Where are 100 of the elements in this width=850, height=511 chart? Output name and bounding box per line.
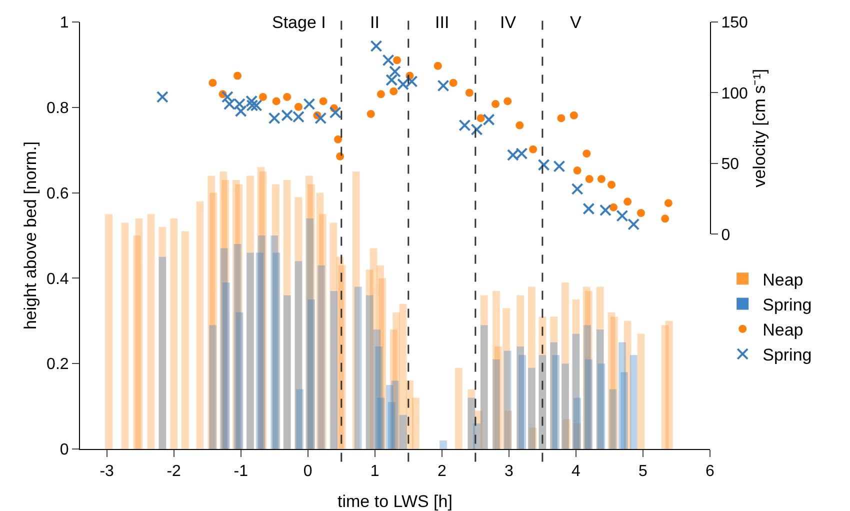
point [516, 121, 524, 130]
bar [480, 325, 488, 449]
point [386, 74, 398, 86]
point [482, 114, 495, 126]
point [234, 105, 247, 118]
bar [637, 334, 645, 449]
bar [236, 312, 244, 449]
point [458, 119, 471, 132]
point [553, 160, 566, 172]
y-axis-title: height above bed [norm.] [21, 141, 40, 330]
point [597, 175, 606, 184]
x-tick-label: 1 [370, 463, 380, 480]
legend-label: Spring [762, 295, 812, 314]
point [272, 97, 280, 106]
point [582, 150, 591, 158]
y-tick-label: 0.2 [46, 356, 69, 374]
bar [454, 368, 462, 449]
point [336, 152, 344, 160]
y2-axis-title: velocity [cm s⁻¹] [750, 68, 769, 188]
point [585, 175, 594, 184]
bar [135, 218, 143, 449]
point [465, 88, 474, 97]
bar [473, 423, 480, 449]
point [538, 158, 550, 171]
bar [105, 214, 113, 449]
bar [121, 222, 129, 449]
point [366, 110, 375, 118]
bar [399, 414, 407, 449]
bar [330, 291, 338, 449]
annotation: II [370, 13, 380, 32]
point [573, 166, 582, 175]
annotation: Stage I [272, 13, 326, 32]
point [303, 98, 316, 110]
bar [440, 440, 447, 449]
bar [308, 300, 315, 449]
annotation: IV [500, 13, 517, 32]
point [393, 56, 402, 64]
bar [258, 236, 266, 449]
bar [585, 359, 592, 449]
bar [272, 252, 280, 449]
point [628, 218, 640, 230]
x-tick-label: -3 [100, 463, 114, 480]
bar [170, 218, 178, 449]
bar [391, 380, 399, 449]
point [571, 182, 584, 195]
bar [209, 325, 216, 449]
point [376, 90, 385, 98]
point [437, 80, 450, 92]
bar [574, 398, 581, 449]
y-tick-label: 1 [60, 14, 69, 32]
point [370, 40, 382, 52]
point [661, 214, 670, 223]
point [294, 102, 302, 111]
bar [283, 295, 291, 449]
x-tick-label: 5 [638, 463, 648, 480]
x-tick-label: -2 [166, 463, 182, 480]
x-tick-label: -1 [234, 463, 248, 480]
bar [354, 286, 362, 449]
point [616, 210, 628, 222]
point [389, 66, 401, 78]
x-tick-label: 0 [303, 463, 312, 480]
point [664, 199, 672, 208]
bar [196, 201, 204, 449]
point [636, 209, 645, 217]
point [156, 90, 168, 103]
annotation: III [435, 13, 450, 32]
bar [412, 398, 420, 449]
bar [504, 350, 512, 449]
x-tick-label: 3 [504, 463, 514, 480]
bar [552, 355, 560, 449]
point [492, 100, 500, 108]
point [476, 114, 485, 122]
bar [620, 372, 628, 449]
point [234, 72, 242, 80]
point [470, 124, 483, 136]
point [529, 145, 538, 154]
legend-label: Neap [762, 320, 804, 340]
point [314, 112, 327, 124]
bar [222, 282, 230, 449]
bar [528, 368, 536, 449]
x-tick-label: 2 [437, 463, 446, 480]
bar [665, 320, 673, 449]
legend-label: Spring [762, 346, 812, 365]
y2-tick-label: 150 [721, 14, 748, 32]
y-tick-label: 0.6 [46, 185, 69, 202]
bar [518, 355, 526, 449]
point [434, 62, 442, 70]
x-axis-title: time to LWS [h] [338, 492, 452, 511]
bar [296, 389, 304, 449]
x-tick-label: 4 [572, 463, 581, 480]
point [609, 203, 618, 212]
x-tick-label: 6 [706, 463, 715, 480]
bar [562, 364, 569, 449]
point [382, 54, 394, 66]
bar [246, 252, 254, 449]
y-tick-label: 0.8 [46, 100, 69, 117]
point [319, 97, 328, 106]
point [599, 204, 612, 216]
point [390, 87, 398, 96]
y2-tick-label: 50 [721, 156, 740, 174]
